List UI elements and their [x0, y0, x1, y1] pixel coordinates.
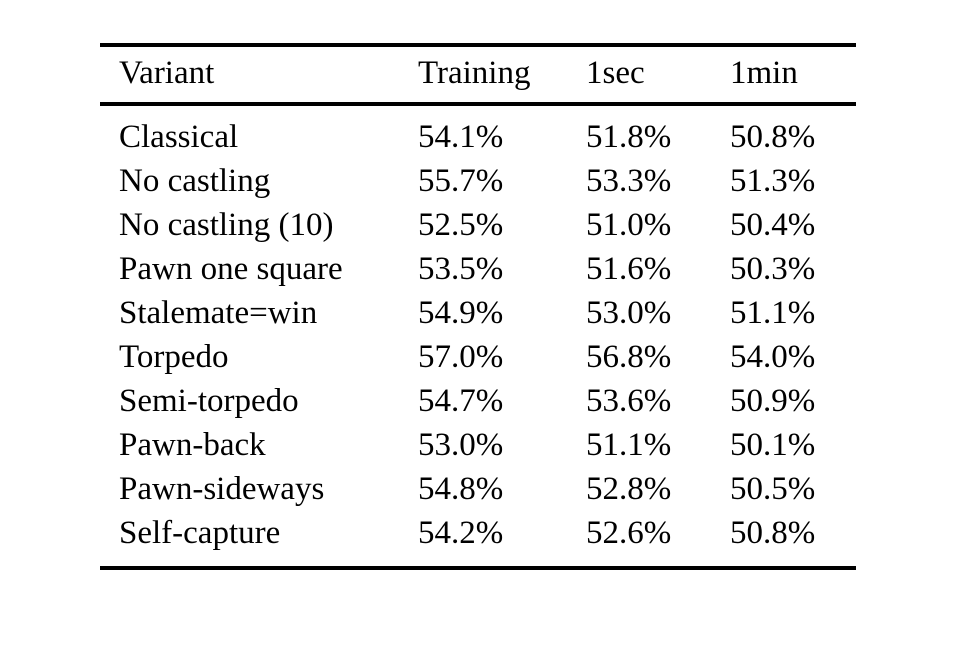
col-header-variant: Variant — [119, 55, 215, 91]
table-row: No castling (10) 52.5% 51.0% 50.4% — [100, 203, 856, 247]
table-row: Semi-torpedo 54.7% 53.6% 50.9% — [100, 379, 856, 423]
header-row: Variant Training 1sec 1min — [100, 45, 856, 104]
value-cell: 51.6% — [586, 250, 672, 287]
value-cell: 51.1% — [586, 426, 672, 463]
variant-cell: Semi-torpedo — [119, 382, 299, 419]
table-row: No castling 55.7% 53.3% 51.3% — [100, 159, 856, 203]
value-cell: 51.1% — [730, 294, 816, 331]
value-cell: 54.8% — [418, 470, 504, 507]
value-cell: 51.0% — [586, 206, 672, 243]
value-cell: 52.6% — [586, 514, 672, 551]
value-cell: 50.8% — [730, 514, 816, 551]
value-cell: 50.4% — [730, 206, 816, 243]
variant-cell: Pawn one square — [119, 250, 343, 287]
value-cell: 53.5% — [418, 250, 504, 287]
value-cell: 54.7% — [418, 382, 504, 419]
results-table: Variant Training 1sec 1min Classical 54.1… — [100, 43, 856, 570]
col-header-1min: 1min — [730, 55, 798, 91]
value-cell: 54.2% — [418, 514, 504, 551]
value-cell: 53.3% — [586, 162, 672, 199]
variant-cell: No castling — [119, 162, 271, 199]
value-cell: 54.0% — [730, 338, 816, 375]
value-cell: 52.8% — [586, 470, 672, 507]
value-cell: 50.3% — [730, 250, 816, 287]
paper-page: Variant Training 1sec 1min Classical 54.1… — [0, 43, 964, 570]
value-cell: 50.9% — [730, 382, 816, 419]
value-cell: 50.1% — [730, 426, 816, 463]
variant-cell: Self-capture — [119, 514, 281, 551]
variant-cell: Classical — [119, 118, 239, 155]
value-cell: 53.0% — [418, 426, 504, 463]
variant-cell: No castling (10) — [119, 206, 334, 243]
variant-cell: Pawn-back — [119, 426, 266, 463]
col-header-training: Training — [418, 55, 531, 91]
table-row: Pawn one square 53.5% 51.6% 50.3% — [100, 247, 856, 291]
value-cell: 54.9% — [418, 294, 504, 331]
variant-cell: Stalemate=win — [119, 294, 318, 331]
value-cell: 53.6% — [586, 382, 672, 419]
value-cell: 54.1% — [418, 118, 504, 155]
value-cell: 55.7% — [418, 162, 504, 199]
value-cell: 51.3% — [730, 162, 816, 199]
value-cell: 56.8% — [586, 338, 672, 375]
value-cell: 53.0% — [586, 294, 672, 331]
col-header-1sec: 1sec — [586, 55, 645, 91]
table-row: Torpedo 57.0% 56.8% 54.0% — [100, 335, 856, 379]
table-row: Stalemate=win 54.9% 53.0% 51.1% — [100, 291, 856, 335]
value-cell: 51.8% — [586, 118, 672, 155]
variant-cell: Pawn-sideways — [119, 470, 325, 507]
table-row: Classical 54.1% 51.8% 50.8% — [100, 104, 856, 159]
value-cell: 50.8% — [730, 118, 816, 155]
table-row: Self-capture 54.2% 52.6% 50.8% — [100, 511, 856, 568]
variant-cell: Torpedo — [119, 338, 229, 375]
value-cell: 52.5% — [418, 206, 504, 243]
table-row: Pawn-back 53.0% 51.1% 50.1% — [100, 423, 856, 467]
value-cell: 50.5% — [730, 470, 816, 507]
value-cell: 57.0% — [418, 338, 504, 375]
table-row: Pawn-sideways 54.8% 52.8% 50.5% — [100, 467, 856, 511]
